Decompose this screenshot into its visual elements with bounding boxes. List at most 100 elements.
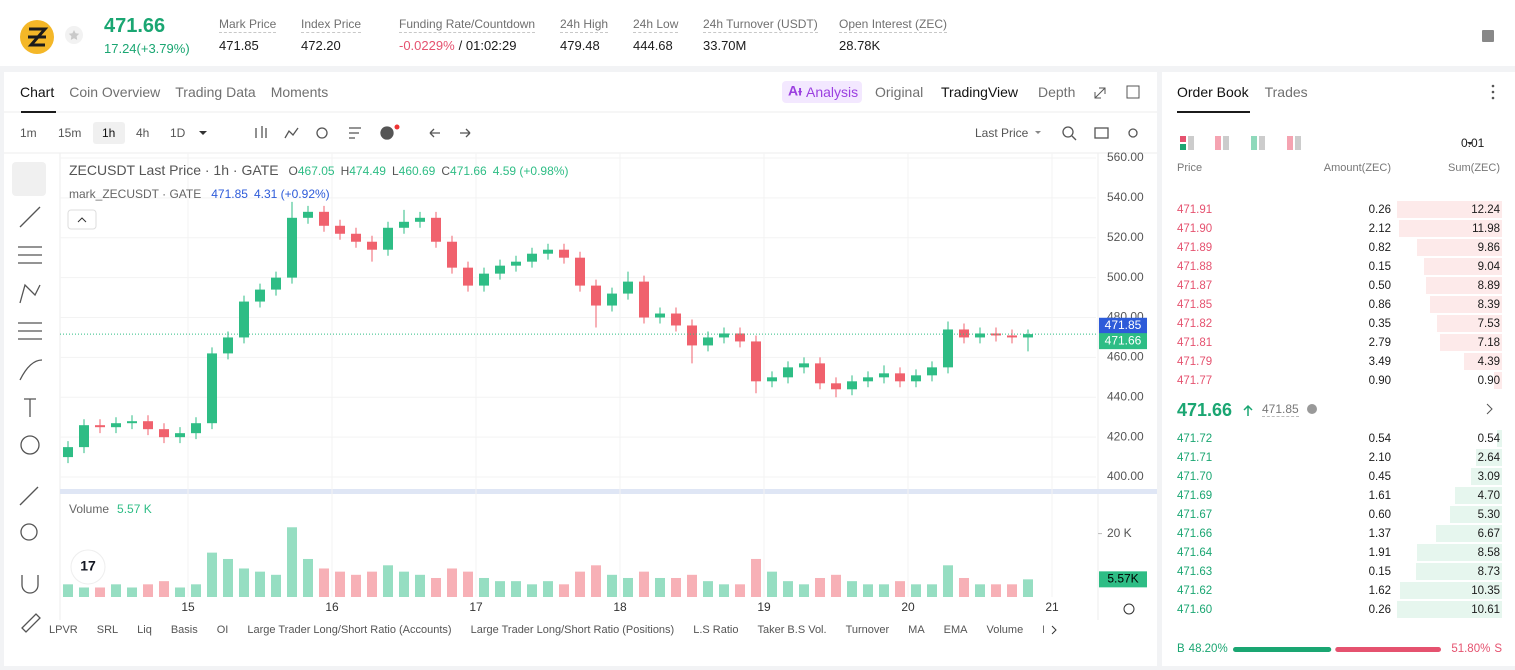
row-amount: 0.90 (1368, 375, 1391, 387)
depth-bar (1424, 258, 1502, 275)
row-sum: 6.67 (1477, 528, 1500, 540)
scroll-right[interactable] (1051, 625, 1057, 635)
price-source[interactable]: Last Price (975, 126, 1029, 140)
row-price: 471.90 (1177, 223, 1213, 235)
book-tab[interactable]: Order Book (1177, 84, 1249, 100)
indicator[interactable]: MACD (1042, 624, 1044, 636)
view-tab[interactable]: Depth (1038, 84, 1076, 100)
volume-bar (751, 558, 761, 597)
candle-body (863, 377, 873, 382)
volume-badge-label: 5.57K (1107, 572, 1138, 586)
interval[interactable]: 1m (20, 126, 37, 140)
depth-bar (1415, 563, 1502, 580)
stat-label: Index Price (301, 17, 362, 33)
precision[interactable]: 0.01 (1461, 136, 1485, 150)
volume-bar (383, 565, 393, 597)
indicator[interactable]: Large Trader Long/Short Ratio (Accounts) (247, 624, 452, 636)
volume-title: Volume (69, 502, 110, 516)
candle-body (111, 423, 121, 428)
ratio-row: B 48.20% (1177, 643, 1228, 655)
depth-bar (1475, 449, 1502, 466)
indicator[interactable]: Basis (170, 624, 198, 636)
last-price-label: 471.66 (1105, 333, 1142, 347)
volume-bar (703, 581, 713, 597)
row-price: 471.85 (1177, 299, 1213, 311)
volume-bar (863, 584, 873, 597)
indicators: LPVR SRL Liq Basis OI Large Trader Long/Short… (49, 624, 1044, 636)
y-tick-label: 460.00 (1107, 350, 1144, 364)
ohlc-label: C (441, 164, 451, 178)
indicator[interactable]: OI (216, 624, 229, 636)
row-price: 471.64 (1177, 547, 1213, 559)
indicator[interactable]: MA (908, 624, 925, 636)
buy-ratio-bar (1233, 647, 1332, 652)
candle-body (719, 333, 729, 338)
candle-body (527, 253, 537, 262)
column-header: Amount(ZEC) (1323, 162, 1391, 174)
interval[interactable]: 1h (102, 126, 116, 140)
view-tab[interactable]: Original (875, 84, 924, 100)
mid-chevron[interactable] (1486, 403, 1493, 415)
legend: ZECUSDT Last Price · 1h · GATE O467.05 H47… (69, 162, 568, 178)
row-price: 471.82 (1177, 318, 1213, 330)
candle-body (751, 341, 761, 382)
row-sum: 10.61 (1471, 604, 1500, 616)
x-tick-label: 19 (757, 600, 771, 614)
depth-bar (1430, 296, 1502, 313)
row-price: 471.71 (1177, 452, 1213, 464)
view-tab[interactable]: Analysis (806, 84, 859, 100)
row-price: 471.72 (1177, 433, 1213, 445)
row-sum: 8.58 (1477, 547, 1500, 559)
indicator[interactable]: EMA (943, 624, 968, 636)
indicator[interactable]: Volume (986, 624, 1024, 636)
interval[interactable]: 15m (58, 126, 82, 140)
expand-icon[interactable] (1094, 87, 1106, 99)
stat-extra: / 01:02:29 (458, 38, 517, 53)
candle-body (959, 329, 969, 338)
last-price: 471.66 (104, 15, 166, 37)
indicator[interactable]: Liq (137, 624, 152, 636)
volume-bar (799, 584, 809, 597)
x-tick-label: 16 (325, 600, 339, 614)
settings-icon[interactable] (1123, 603, 1135, 615)
candle-body (655, 313, 665, 318)
chart-tab[interactable]: Trading Data (175, 84, 256, 100)
candle-body (767, 377, 777, 382)
indicator[interactable]: Turnover (845, 624, 890, 636)
interval[interactable]: 1D (170, 126, 186, 140)
row-sum: 10.35 (1471, 585, 1500, 597)
stat-number: 479.48 (560, 38, 600, 53)
book-tab[interactable]: Trades (1264, 84, 1308, 100)
indicator[interactable]: LPVR (49, 624, 78, 636)
ohlc-label: O (288, 164, 298, 178)
volume-bar (191, 584, 201, 597)
indicator[interactable]: SRL (96, 624, 119, 636)
indicator[interactable]: Taker B.S Vol. (757, 624, 827, 636)
chart-tab[interactable]: Chart (20, 84, 55, 100)
collapse-button[interactable] (67, 209, 97, 230)
volume-bar (991, 584, 1001, 597)
interval[interactable]: 4h (136, 126, 150, 140)
indicator[interactable]: L.S Ratio (693, 624, 739, 636)
candle-body (927, 367, 937, 376)
candle-body (255, 289, 265, 302)
mark-change: 4.31 (+0.92%) (253, 187, 330, 201)
view-tab[interactable]: TradingView (941, 84, 1019, 100)
column-header: Price (1177, 162, 1203, 174)
row-amount: 3.49 (1368, 356, 1391, 368)
chart-tab[interactable]: Moments (270, 84, 329, 100)
row-sum: 0.90 (1477, 375, 1500, 387)
indicator[interactable]: Large Trader Long/Short Ratio (Positions… (470, 624, 675, 636)
coin-logo-mark (27, 27, 49, 47)
layout-icon[interactable] (1482, 30, 1494, 42)
window-icon[interactable] (1126, 85, 1140, 99)
legend-title: ZECUSDT Last Price · 1h · GATE (69, 162, 279, 178)
candle-body (1007, 335, 1017, 338)
toolbar-icons (18, 126, 1138, 633)
mark-price-badge (1099, 317, 1147, 334)
more-icon[interactable] (1491, 96, 1495, 100)
volume-bar (879, 584, 889, 597)
chart-tab[interactable]: Coin Overview (69, 84, 161, 100)
volume-bar (607, 574, 617, 597)
